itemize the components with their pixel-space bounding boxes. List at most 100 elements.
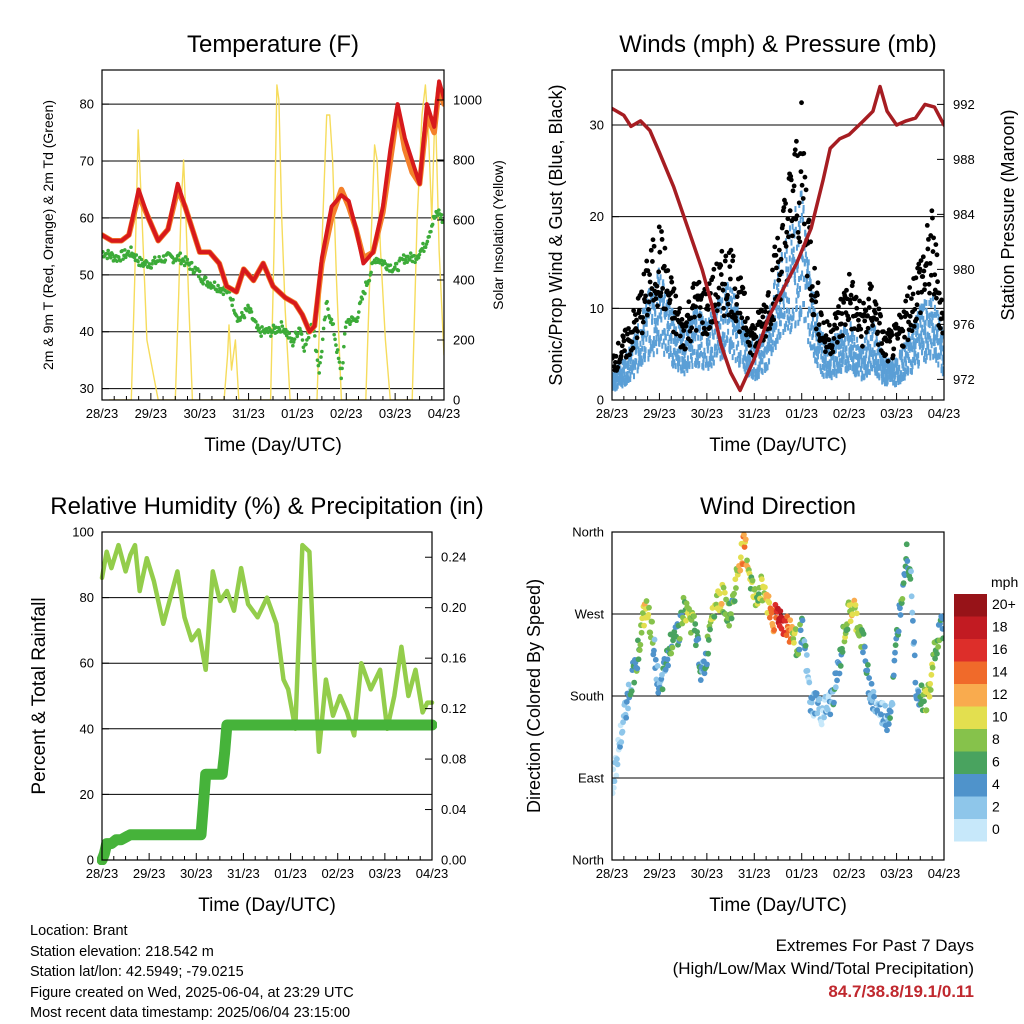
gust-point: [737, 329, 742, 335]
gust-point: [790, 233, 795, 239]
wind-speed-point: [676, 337, 679, 344]
wind-speed-point: [848, 346, 851, 353]
gust-point: [781, 205, 787, 210]
gust-point: [664, 288, 670, 294]
wind-speed-point: [701, 315, 704, 322]
y-tick-label: 70: [80, 154, 94, 169]
wind-speed-point: [799, 305, 802, 312]
y-tick-label: 60: [80, 656, 94, 671]
wind-speed-point: [800, 212, 803, 219]
gust-point: [683, 323, 689, 329]
wind-speed-point: [780, 312, 783, 319]
wind-speed-point: [659, 274, 662, 281]
wind-speed-point: [735, 325, 738, 332]
direction-point: [619, 728, 626, 735]
wind-speed-point: [871, 365, 874, 372]
gust-point: [672, 315, 678, 321]
dewpoint-point: [192, 270, 197, 275]
gust-point: [809, 297, 815, 303]
dewpoint-point: [326, 307, 330, 311]
recent-timestamp: Most recent data timestamp: 2025/06/04 2…: [30, 1005, 351, 1021]
wind-speed-point: [807, 306, 810, 313]
wind-speed-point: [726, 336, 729, 343]
gust-point: [941, 311, 944, 317]
wind-speed-point: [775, 337, 778, 344]
wind-speed-point: [817, 347, 820, 354]
direction-point: [766, 599, 773, 606]
winds-pressure-panel: 28/23 29/23 30/23 31/23 01/23 02/23 03/23 04/23…: [546, 31, 1018, 456]
wind-speed-point: [738, 318, 741, 325]
gust-point: [865, 325, 871, 331]
wind-speed-point: [856, 336, 859, 343]
dewpoint-point: [105, 256, 110, 261]
gust-point: [850, 279, 856, 285]
wind-speed-point: [782, 328, 785, 335]
wind-speed-point: [631, 350, 634, 357]
wind-speed-point: [629, 358, 632, 365]
gust-point: [714, 308, 720, 314]
direction-point: [885, 721, 892, 727]
wind-speed-point: [692, 337, 695, 344]
gust-point: [893, 321, 899, 327]
wind-speed-point: [841, 340, 844, 347]
wind-speed-point: [888, 362, 891, 369]
wind-speed-point: [797, 319, 800, 326]
wind-speed-point: [775, 307, 778, 314]
wind-speed-point: [815, 358, 818, 365]
wind-speed-point: [695, 361, 698, 368]
wind-speed-point: [705, 359, 708, 366]
series-group: [612, 532, 944, 797]
gust-point: [815, 292, 820, 298]
wind-speed-point: [692, 331, 695, 338]
gust-point: [822, 339, 828, 345]
dewpoint-point: [136, 259, 140, 264]
gust-point: [719, 248, 725, 254]
wind-speed-point: [735, 344, 738, 351]
x-tick-label: 29/23: [643, 406, 676, 421]
wind-speed-point: [715, 312, 718, 319]
wind-speed-point: [667, 313, 670, 320]
wind-speed-point: [898, 374, 901, 381]
gust-point: [742, 319, 748, 325]
gust-point: [650, 237, 656, 243]
gust-point: [921, 268, 927, 274]
wind-speed-point: [931, 326, 934, 333]
wind-speed-point: [785, 257, 788, 264]
wind-speed-point: [705, 355, 708, 362]
x-tick-label: 01/23: [274, 866, 307, 881]
gust-point: [778, 256, 784, 262]
wind-speed-point: [873, 366, 876, 373]
dewpoint-point: [289, 339, 293, 344]
wind-speed-point: [616, 376, 619, 383]
direction-point: [803, 652, 810, 658]
wind-speed-point: [844, 328, 847, 335]
wind-speed-point: [903, 374, 906, 381]
wind-speed-point: [642, 325, 645, 332]
wind-speed-point: [809, 341, 812, 348]
wind-speed-point: [881, 363, 884, 370]
wind-speed-point: [807, 338, 810, 345]
direction-point: [900, 580, 907, 586]
dewpoint-point: [259, 334, 263, 338]
dewpoint-point: [106, 248, 110, 253]
gust-point: [659, 237, 665, 242]
wind-speed-point: [792, 246, 795, 253]
wind-speed-point: [726, 318, 729, 325]
wind-speed-point: [910, 368, 913, 375]
wind-speed-point: [830, 370, 833, 377]
direction-point: [808, 699, 815, 706]
gust-point: [889, 332, 895, 338]
wind-speed-point: [804, 316, 807, 323]
wind-speed-point: [727, 328, 730, 335]
wind-speed-point: [712, 359, 715, 366]
wind-speed-point: [663, 292, 666, 299]
gust-point: [621, 338, 627, 344]
wind-speed-point: [711, 329, 714, 336]
gust-point: [794, 138, 799, 144]
wind-speed-point: [644, 352, 647, 359]
dewpoint-point: [196, 274, 201, 279]
direction-point: [912, 679, 919, 686]
wind-speed-point: [789, 266, 792, 273]
gust-point: [815, 280, 821, 286]
wind-speed-point: [858, 355, 861, 362]
